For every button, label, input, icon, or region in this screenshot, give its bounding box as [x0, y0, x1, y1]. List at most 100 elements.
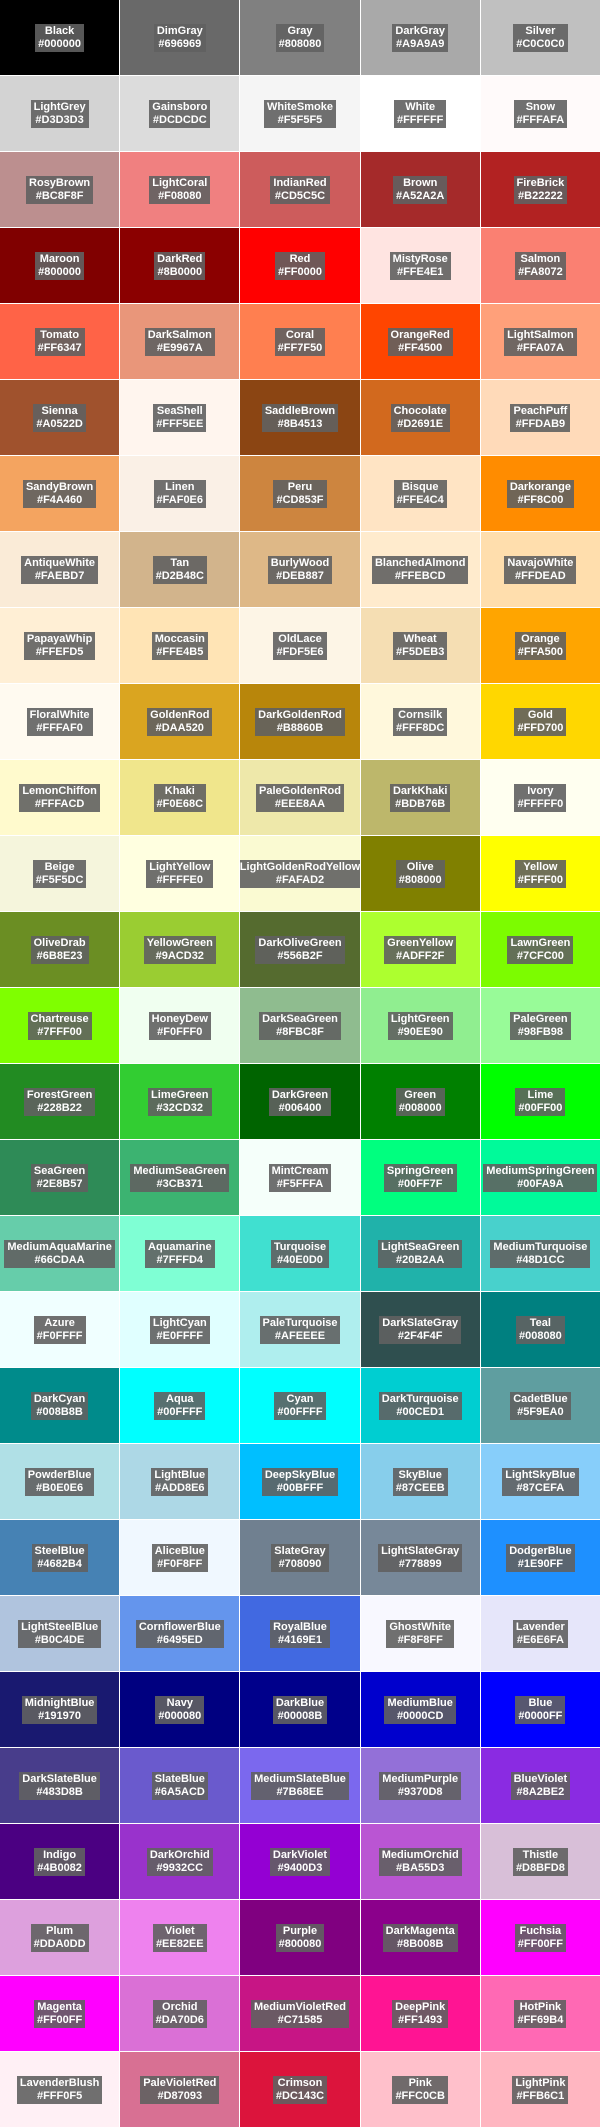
color-name: MediumBlue	[387, 1696, 453, 1709]
swatch-label: Wheat #F5DEB3	[393, 631, 448, 660]
color-swatch: Aqua #00FFFF	[120, 1368, 240, 1443]
color-hex: #00CED1	[396, 1405, 445, 1418]
swatch-label: Gray #808080	[275, 23, 325, 52]
color-name: MediumSlateBlue	[254, 1772, 346, 1785]
swatch-label: DarkGray #A9A9A9	[392, 23, 448, 52]
swatch-label: Orange #FFA500	[514, 631, 567, 660]
color-name: MediumOrchid	[381, 1848, 459, 1861]
color-hex: #FFFFE0	[156, 873, 203, 886]
color-swatch: YellowGreen #9ACD32	[120, 912, 240, 987]
swatch-label: CornflowerBlue #6495ED	[135, 1619, 224, 1648]
color-swatch: Pink #FFC0CB	[360, 2052, 480, 2127]
color-swatch: DarkMagenta #8B008B	[360, 1900, 480, 1975]
color-swatch: Wheat #F5DEB3	[360, 608, 480, 683]
color-hex: #D2B48C	[155, 569, 204, 582]
color-hex: #A0522D	[36, 417, 83, 430]
color-hex: #FFF8DC	[396, 721, 445, 734]
color-hex: #87CEFA	[516, 1481, 565, 1494]
color-swatch: DarkCyan #008B8B	[0, 1368, 120, 1443]
color-swatch: Yellow #FFFF00	[480, 836, 600, 911]
color-name: Blue	[528, 1696, 553, 1709]
color-swatch: SeaShell #FFF5EE	[120, 380, 240, 455]
color-hex: #D87093	[157, 2089, 203, 2102]
color-name: Silver	[525, 24, 556, 37]
swatch-label: DodgerBlue #1E90FF	[506, 1543, 575, 1572]
color-swatch: LightSkyBlue #87CEFA	[480, 1444, 600, 1519]
swatch-label: LightSeaGreen #20B2AA	[378, 1239, 463, 1268]
swatch-label: OldLace #FDF5E6	[273, 631, 327, 660]
color-name: Black	[44, 24, 75, 37]
color-hex: #FFC0CB	[395, 2089, 445, 2102]
color-name: PaleTurquoise	[262, 1316, 338, 1329]
color-swatch: DarkBlue #00008B	[240, 1672, 360, 1747]
swatch-label: Black #000000	[35, 23, 84, 52]
color-swatch: LightSlateGray #778899	[360, 1520, 480, 1595]
color-hex: #800000	[38, 265, 81, 278]
swatch-label: CadetBlue #5F9EA0	[510, 1391, 571, 1420]
color-swatch: IndianRed #CD5C5C	[240, 152, 360, 227]
color-name: DeepSkyBlue	[264, 1468, 336, 1481]
color-hex: #40E0D0	[277, 1253, 323, 1266]
color-swatch: Black #000000	[0, 0, 120, 75]
color-name: Teal	[529, 1316, 551, 1329]
color-hex: #FFE4E1	[396, 265, 444, 278]
color-swatch: OliveDrab #6B8E23	[0, 912, 120, 987]
color-swatch: HoneyDew #F0FFF0	[120, 988, 240, 1063]
color-swatch: Gainsboro #DCDCDC	[120, 76, 240, 151]
color-name: PaleVioletRed	[143, 2076, 217, 2089]
color-name: PowderBlue	[27, 1468, 92, 1481]
color-swatch: Gold #FFD700	[480, 684, 600, 759]
swatch-label: DarkBlue #00008B	[272, 1695, 328, 1724]
swatch-label: BlueViolet #8A2BE2	[510, 1771, 571, 1800]
color-hex: #000000	[38, 37, 81, 50]
color-hex: #BC8F8F	[35, 189, 84, 202]
color-name: DarkGray	[395, 24, 445, 37]
color-hex: #FDF5E6	[276, 645, 324, 658]
color-hex: #FFFAF0	[36, 721, 83, 734]
color-name: CadetBlue	[513, 1392, 568, 1405]
color-name: Lavender	[515, 1620, 565, 1633]
color-name: Indigo	[43, 1848, 77, 1861]
color-name: Wheat	[403, 632, 437, 645]
color-name: DeepPink	[395, 2000, 446, 2013]
swatch-label: GoldenRod #DAA520	[147, 707, 213, 736]
swatch-label: LightSlateGray #778899	[378, 1543, 463, 1572]
color-hex: #FA8072	[518, 265, 563, 278]
color-swatch: Cornsilk #FFF8DC	[360, 684, 480, 759]
color-swatch: Tomato #FF6347	[0, 304, 120, 379]
swatch-label: AntiqueWhite #FAEBD7	[21, 555, 99, 584]
color-name: Beige	[44, 860, 75, 873]
color-name: Gray	[287, 24, 313, 37]
color-name: DarkMagenta	[385, 1924, 455, 1937]
swatch-label: Tomato #FF6347	[34, 327, 85, 356]
swatch-label: SandyBrown #F4A460	[22, 479, 97, 508]
color-name: GoldenRod	[150, 708, 210, 721]
color-hex: #C71585	[277, 2013, 323, 2026]
color-name: SandyBrown	[25, 480, 94, 493]
color-name: YellowGreen	[146, 936, 213, 949]
color-hex: #ADD8E6	[155, 1481, 205, 1494]
color-hex: #7FFFD4	[156, 1253, 204, 1266]
color-hex: #BDB76B	[395, 797, 446, 810]
color-name: BlanchedAlmond	[374, 556, 466, 569]
color-name: LightCyan	[152, 1316, 207, 1329]
swatch-label: SeaGreen #2E8B57	[30, 1163, 89, 1192]
color-swatch: Gray #808080	[240, 0, 360, 75]
color-swatch: LightCoral #F08080	[120, 152, 240, 227]
color-name: LightSalmon	[507, 328, 574, 341]
color-name: MintCream	[271, 1164, 329, 1177]
color-swatch: Khaki #F0E68C	[120, 760, 240, 835]
swatch-label: LightCyan #E0FFFF	[149, 1315, 210, 1344]
swatch-label: PaleGoldenRod #EEE8AA	[256, 783, 344, 812]
color-hex: #FFF5EE	[156, 417, 204, 430]
color-name: Cyan	[286, 1392, 314, 1405]
color-hex: #D3D3D3	[35, 113, 84, 126]
color-swatch: OldLace #FDF5E6	[240, 608, 360, 683]
color-name: OrangeRed	[390, 328, 450, 341]
color-name: MediumSeaGreen	[133, 1164, 227, 1177]
color-swatch: ForestGreen #228B22	[0, 1064, 120, 1139]
color-name: SlateGray	[274, 1544, 326, 1557]
color-swatch: Orange #FFA500	[480, 608, 600, 683]
color-name: LightGreen	[390, 1012, 450, 1025]
